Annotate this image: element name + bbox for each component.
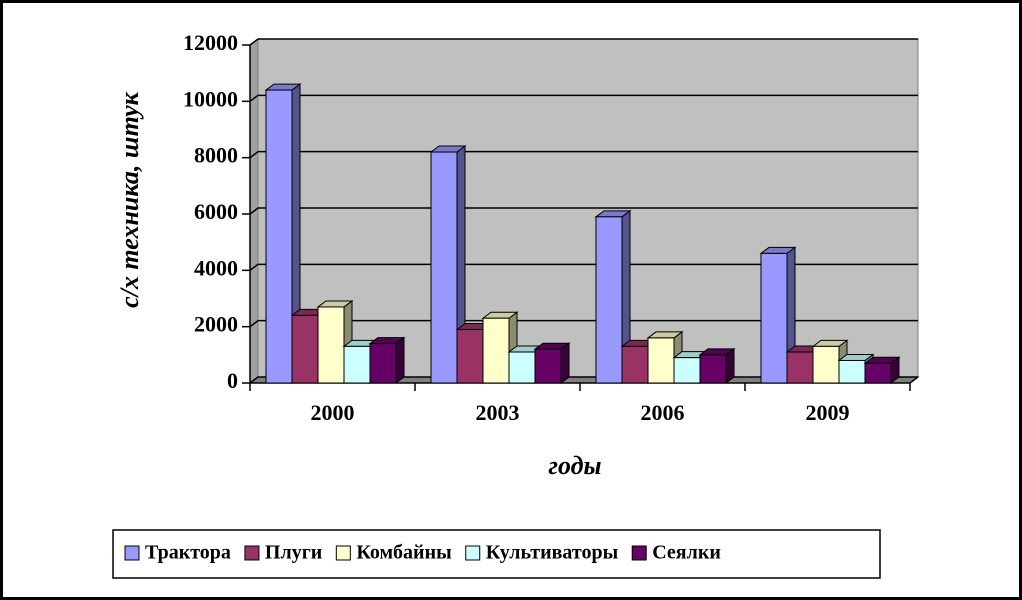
bar [647,337,675,384]
bar [265,89,293,384]
bar [456,328,484,384]
legend-label: Трактора [145,542,231,564]
legend-label: Плуги [265,542,322,564]
grid-line [249,38,918,46]
bar [699,354,727,384]
legend-swatch [244,545,260,561]
grid-line [249,319,918,328]
y-tick-label: 6000 [194,199,238,224]
bar [369,343,397,384]
y-tick-label: 10000 [183,86,238,111]
legend-swatch [124,545,140,561]
bar [760,252,788,384]
bar-side [395,336,405,384]
grid-line [249,207,918,215]
bar [864,362,892,384]
bar [838,359,866,384]
bar [812,345,840,384]
x-tick-label: 2003 [476,400,520,425]
grid-line [249,150,918,159]
bar [673,357,701,384]
bar [508,351,536,384]
bar [482,317,510,384]
y-tick-label: 4000 [194,255,238,280]
grid-line [249,94,918,102]
bar [317,306,345,384]
x-tick-label: 2000 [311,400,355,425]
x-tick-label: 2006 [641,400,685,425]
x-axis-title: годы [548,451,601,480]
grid-line [249,263,918,271]
bar [343,345,371,384]
x-tick-label: 2009 [806,400,850,425]
y-tick-label: 8000 [194,143,238,168]
legend-swatch [631,545,647,561]
bar [595,216,623,384]
x-axis-end [909,376,919,384]
y-tick-label: 12000 [183,30,238,55]
bar [786,351,814,384]
bar [621,345,649,384]
bar [534,348,562,384]
y-tick-label: 2000 [194,312,238,337]
bar [430,151,458,384]
legend-label: Культиваторы [486,542,619,564]
legend-label: Комбайны [356,542,452,564]
legend [112,529,881,579]
y-axis-title: с/х техника, штук [115,91,144,308]
legend-label: Сеялки [652,542,721,564]
y-tick-label: 0 [227,368,238,393]
legend-swatch [335,545,351,561]
bar [291,314,319,384]
legend-swatch [465,545,481,561]
bar-side [560,342,570,384]
